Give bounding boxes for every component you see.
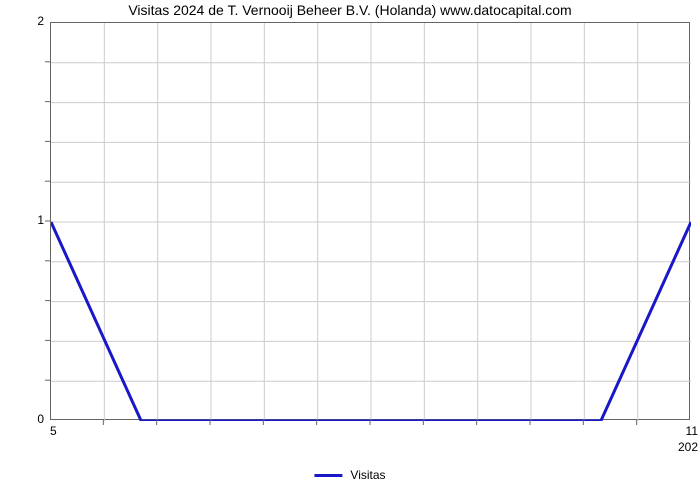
x-tick-label-left: 5 <box>50 424 57 438</box>
y-tick-label-1: 1 <box>14 213 44 227</box>
legend-label: Visitas <box>350 468 385 482</box>
chart-svg <box>51 23 691 421</box>
plot-area <box>50 22 690 420</box>
y-tick-label-0: 0 <box>14 412 44 426</box>
legend: Visitas <box>314 468 385 482</box>
chart-container: Visitas 2024 de T. Vernooij Beheer B.V. … <box>0 0 700 500</box>
y-tick-label-2: 2 <box>14 14 44 28</box>
chart-title: Visitas 2024 de T. Vernooij Beheer B.V. … <box>0 2 700 18</box>
x-tick-sublabel-right: 202 <box>678 440 698 454</box>
legend-swatch <box>314 474 342 477</box>
x-tick-label-right: 11 <box>686 424 698 438</box>
